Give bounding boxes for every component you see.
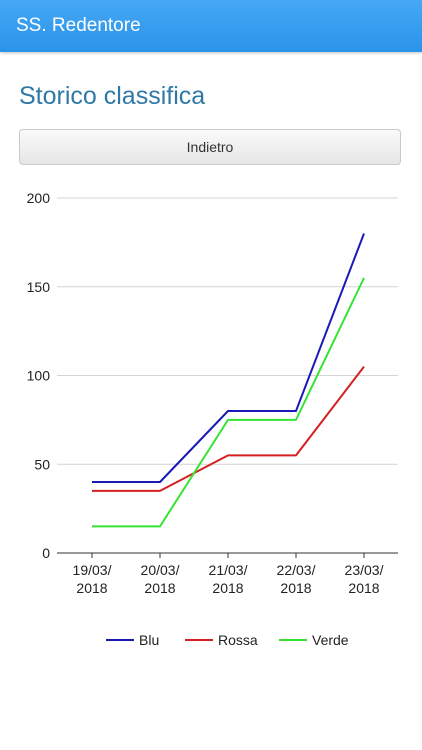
x-tick-label-line: 2018 [212,580,243,596]
chart-legend: Blu Rossa Verde [106,632,349,648]
y-tick-label: 50 [34,456,50,472]
legend-label-rossa: Rossa [218,632,258,648]
x-tick-label-line: 19/03/ [73,562,112,578]
x-tick-label: 23/03/2018 [345,562,384,596]
legend-label-verde: Verde [312,632,349,648]
back-button[interactable]: Indietro [19,129,401,165]
series-line-blu [92,233,365,483]
x-tick-label-line: 2018 [280,580,311,596]
x-tick-label-line: 2018 [348,580,379,596]
x-tick-label-line: 22/03/ [277,562,316,578]
x-tick-label: 22/03/2018 [277,562,316,596]
x-tick-label-line: 2018 [76,580,107,596]
chart-grid [57,197,398,554]
y-tick-label: 100 [27,368,51,384]
series-line-verde [92,277,365,528]
y-tick-label: 150 [27,279,51,295]
x-tick-label-line: 20/03/ [141,562,180,578]
ranking-history-chart: 05010015020019/03/201820/03/201821/03/20… [27,190,398,648]
chart-axes: 05010015020019/03/201820/03/201821/03/20… [27,190,384,596]
x-tick-label: 20/03/2018 [141,562,180,596]
y-tick-label: 0 [42,545,50,561]
chart-series [92,233,365,528]
legend-label-blu: Blu [139,632,159,648]
page-title: Storico classifica [19,82,206,110]
x-tick-label-line: 21/03/ [209,562,248,578]
x-tick-label: 21/03/2018 [209,562,248,596]
x-tick-label: 19/03/2018 [73,562,112,596]
y-tick-label: 200 [27,190,51,206]
x-tick-label-line: 23/03/ [345,562,384,578]
app-title: SS. Redentore [16,15,141,36]
app-bar: SS. Redentore [0,0,422,52]
series-line-rossa [92,366,365,492]
x-tick-label-line: 2018 [144,580,175,596]
